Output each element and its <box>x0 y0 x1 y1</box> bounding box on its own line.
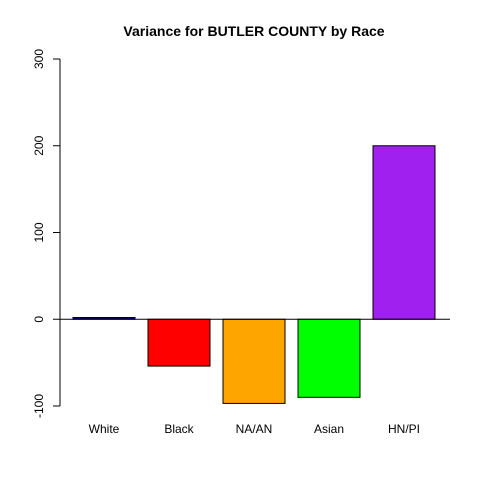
bar-hn-pi <box>372 145 436 320</box>
y-tick-label: 200 <box>32 135 46 155</box>
x-tick-label: NA/AN <box>236 422 273 436</box>
x-tick-label: White <box>89 422 120 436</box>
bars-group <box>72 145 436 404</box>
bar-asian <box>297 318 361 398</box>
y-tick-label: 100 <box>32 222 46 242</box>
bar-black <box>147 318 211 367</box>
y-axis: -100 0 100 200 300 <box>32 49 61 418</box>
x-axis-labels: White Black NA/AN Asian HN/PI <box>89 422 420 436</box>
x-tick-label: HN/PI <box>388 422 420 436</box>
bar-na-an <box>222 318 286 404</box>
y-tick-label: -100 <box>32 394 46 418</box>
x-tick-label: Asian <box>314 422 344 436</box>
y-tick-label: 300 <box>32 49 46 69</box>
chart-title: Variance for BUTLER COUNTY by Race <box>123 23 384 39</box>
y-tick-label: 0 <box>32 316 46 323</box>
x-tick-label: Black <box>164 422 194 436</box>
